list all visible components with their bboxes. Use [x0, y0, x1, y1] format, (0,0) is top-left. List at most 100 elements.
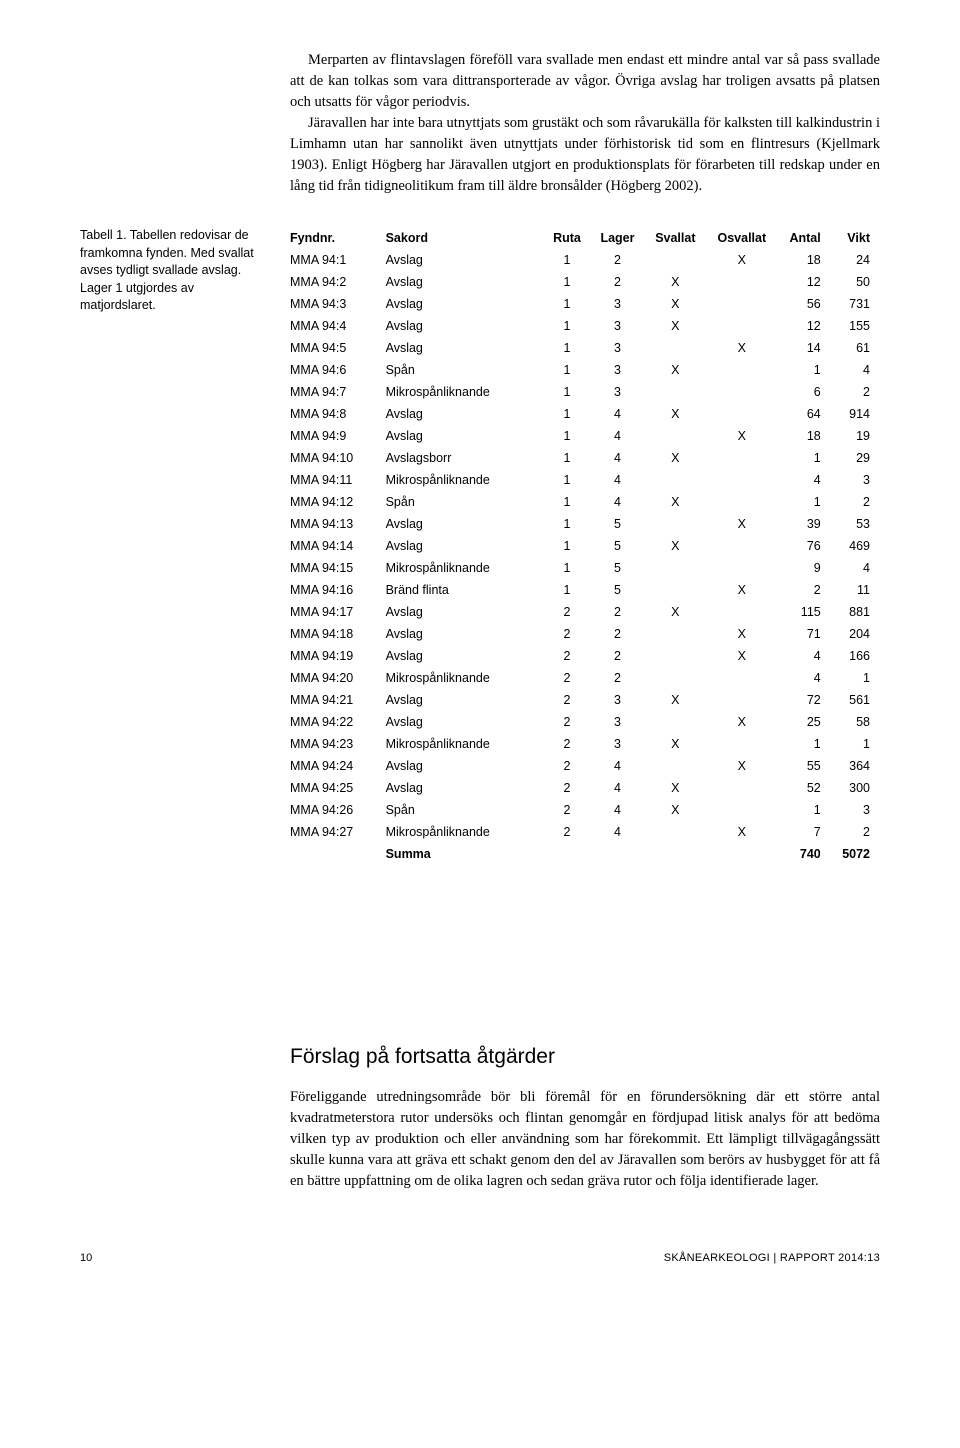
- table-row: MMA 94:5Avslag13X1461: [290, 337, 880, 359]
- cell-sakord: Mikrospånliknande: [386, 733, 544, 755]
- cell-antal: 18: [777, 249, 830, 271]
- cell-sakord: Avslagsborr: [386, 447, 544, 469]
- cell-ruta: 2: [544, 755, 591, 777]
- cell-svallat: [645, 755, 707, 777]
- cell-osvallat: [706, 315, 777, 337]
- table-row: MMA 94:13Avslag15X3953: [290, 513, 880, 535]
- cell-ruta: 1: [544, 359, 591, 381]
- table-row: MMA 94:18Avslag22X71204: [290, 623, 880, 645]
- cell-osvallat: [706, 777, 777, 799]
- cell-osvallat: X: [706, 337, 777, 359]
- table-row: MMA 94:20Mikrospånliknande2241: [290, 667, 880, 689]
- cell-sakord: Avslag: [386, 513, 544, 535]
- cell-osvallat: [706, 601, 777, 623]
- cell-vikt: 19: [831, 425, 880, 447]
- table-row: MMA 94:4Avslag13X12155: [290, 315, 880, 337]
- cell-fyndnr: MMA 94:8: [290, 403, 386, 425]
- closing-text-block: Föreliggande utredningsområde bör bli fö…: [290, 1087, 880, 1192]
- cell-antal: 71: [777, 623, 830, 645]
- table-row: MMA 94:1Avslag12X1824: [290, 249, 880, 271]
- cell-lager: 2: [590, 249, 644, 271]
- table-sum-row: Summa7405072: [290, 843, 880, 865]
- cell-lager: 3: [590, 381, 644, 403]
- table-row: MMA 94:25Avslag24X52300: [290, 777, 880, 799]
- cell-antal: 4: [777, 667, 830, 689]
- cell-sakord: Avslag: [386, 403, 544, 425]
- cell-svallat: X: [645, 359, 707, 381]
- cell-antal: 52: [777, 777, 830, 799]
- cell-svallat: [645, 425, 707, 447]
- table-caption: Tabell 1. Tabellen redovisar de framkomn…: [80, 227, 265, 315]
- table-row: MMA 94:24Avslag24X55364: [290, 755, 880, 777]
- table-row: MMA 94:21Avslag23X72561: [290, 689, 880, 711]
- cell-fyndnr: MMA 94:26: [290, 799, 386, 821]
- table-row: MMA 94:12Spån14X12: [290, 491, 880, 513]
- cell-fyndnr: MMA 94:19: [290, 645, 386, 667]
- cell-sakord: Avslag: [386, 645, 544, 667]
- cell-svallat: [645, 513, 707, 535]
- cell-svallat: [645, 337, 707, 359]
- cell-svallat: [645, 821, 707, 843]
- cell-fyndnr: MMA 94:14: [290, 535, 386, 557]
- paragraph-2: Järavallen har inte bara utnyttjats som …: [290, 113, 880, 197]
- cell-vikt: 61: [831, 337, 880, 359]
- cell-ruta: 2: [544, 777, 591, 799]
- cell-antal: 6: [777, 381, 830, 403]
- cell-fyndnr: MMA 94:12: [290, 491, 386, 513]
- cell-vikt: 204: [831, 623, 880, 645]
- cell-lager: 5: [590, 513, 644, 535]
- cell-lager: 5: [590, 579, 644, 601]
- cell-antal: 25: [777, 711, 830, 733]
- col-vikt: Vikt: [831, 227, 880, 249]
- cell-svallat: X: [645, 491, 707, 513]
- cell-antal: 1: [777, 359, 830, 381]
- cell-lager: 5: [590, 557, 644, 579]
- cell-ruta: 2: [544, 689, 591, 711]
- cell-svallat: X: [645, 777, 707, 799]
- cell-svallat: [645, 667, 707, 689]
- cell-antal: 12: [777, 271, 830, 293]
- cell-lager: 2: [590, 623, 644, 645]
- cell-osvallat: X: [706, 623, 777, 645]
- cell-vikt: 364: [831, 755, 880, 777]
- cell-fyndnr: MMA 94:10: [290, 447, 386, 469]
- cell-vikt: 2: [831, 491, 880, 513]
- cell-vikt: 1: [831, 733, 880, 755]
- table-row: MMA 94:19Avslag22X4166: [290, 645, 880, 667]
- table-row: MMA 94:7Mikrospånliknande1362: [290, 381, 880, 403]
- cell-vikt: 731: [831, 293, 880, 315]
- cell-antal: 7: [777, 821, 830, 843]
- cell-fyndnr: MMA 94:7: [290, 381, 386, 403]
- cell-fyndnr: MMA 94:13: [290, 513, 386, 535]
- sum-vikt: 5072: [831, 843, 880, 865]
- cell-fyndnr: MMA 94:27: [290, 821, 386, 843]
- cell-antal: 76: [777, 535, 830, 557]
- cell-vikt: 914: [831, 403, 880, 425]
- col-lager: Lager: [590, 227, 644, 249]
- page-footer: 10 SKÅNEARKEOLOGI | RAPPORT 2014:13: [80, 1252, 880, 1264]
- cell-vikt: 53: [831, 513, 880, 535]
- cell-antal: 1: [777, 733, 830, 755]
- cell-fyndnr: MMA 94:18: [290, 623, 386, 645]
- cell-sakord: Avslag: [386, 755, 544, 777]
- col-ruta: Ruta: [544, 227, 591, 249]
- cell-osvallat: X: [706, 513, 777, 535]
- cell-lager: 3: [590, 733, 644, 755]
- cell-lager: 2: [590, 271, 644, 293]
- cell-vikt: 155: [831, 315, 880, 337]
- cell-osvallat: [706, 381, 777, 403]
- cell-ruta: 1: [544, 447, 591, 469]
- cell-svallat: X: [645, 447, 707, 469]
- cell-svallat: X: [645, 535, 707, 557]
- cell-sakord: Avslag: [386, 293, 544, 315]
- cell-sakord: Mikrospånliknande: [386, 381, 544, 403]
- cell-ruta: 1: [544, 249, 591, 271]
- finds-table: Fyndnr. Sakord Ruta Lager Svallat Osvall…: [290, 227, 880, 865]
- cell-vikt: 3: [831, 469, 880, 491]
- cell-ruta: 1: [544, 315, 591, 337]
- cell-vikt: 166: [831, 645, 880, 667]
- cell-ruta: 1: [544, 293, 591, 315]
- cell-osvallat: [706, 557, 777, 579]
- col-fyndnr: Fyndnr.: [290, 227, 386, 249]
- cell-antal: 115: [777, 601, 830, 623]
